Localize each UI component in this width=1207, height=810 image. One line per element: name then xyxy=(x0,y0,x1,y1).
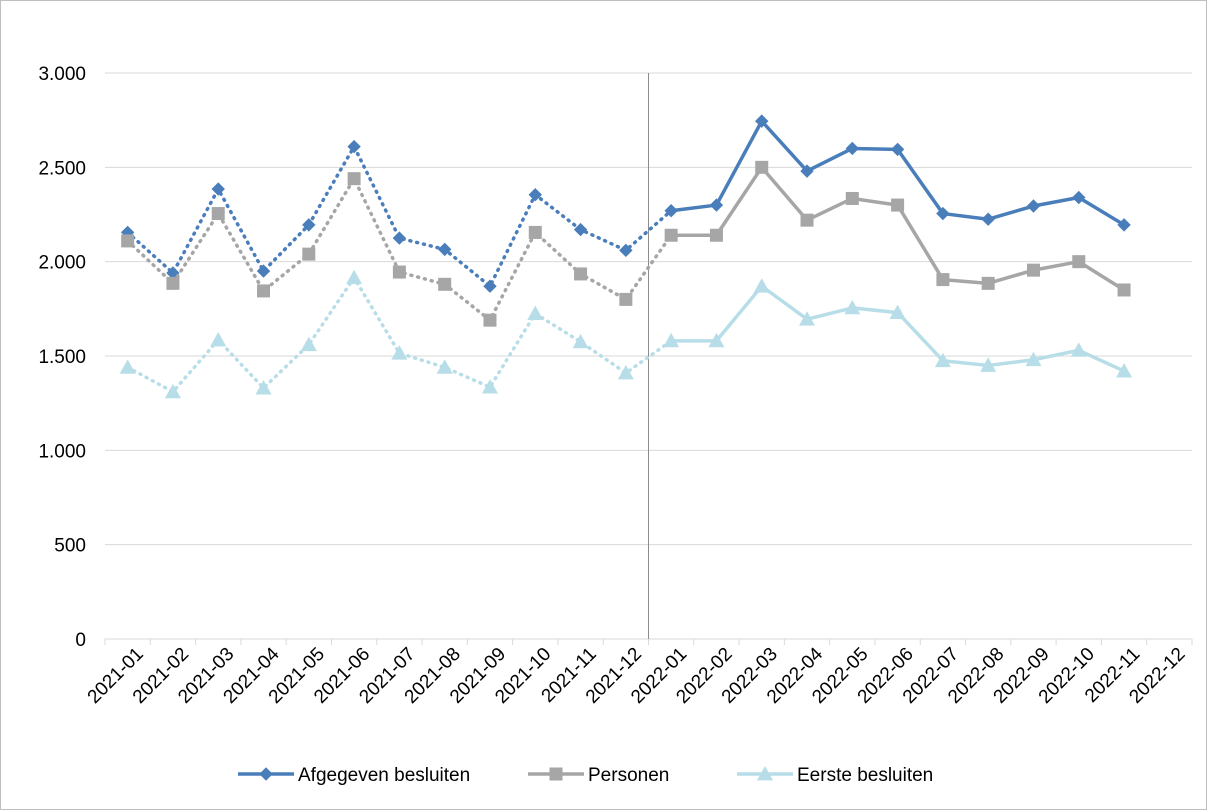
data-point xyxy=(347,172,361,186)
data-point xyxy=(483,313,497,327)
data-point xyxy=(256,264,271,278)
data-point xyxy=(663,332,680,348)
data-point xyxy=(437,242,452,257)
legend-marker xyxy=(259,767,273,781)
data-point xyxy=(255,380,272,395)
data-point xyxy=(889,304,906,320)
data-point xyxy=(709,198,724,212)
series-eerste-besluiten xyxy=(119,269,1133,399)
data-point xyxy=(164,383,181,399)
legend-item-afgegeven-besluiten: Afgegeven besluiten xyxy=(238,765,470,786)
data-point xyxy=(1117,283,1131,297)
data-point xyxy=(1072,190,1086,205)
y-tick-label: 2.500 xyxy=(38,158,86,179)
y-tick-label: 500 xyxy=(54,536,86,557)
data-point xyxy=(664,204,678,218)
data-point xyxy=(799,311,816,326)
series-line-dotted xyxy=(125,176,673,322)
data-point xyxy=(619,243,633,258)
data-point xyxy=(302,247,316,261)
y-tick-label: 2.000 xyxy=(38,253,86,274)
data-point xyxy=(211,182,225,196)
legend-label: Eerste besluiten xyxy=(797,765,933,786)
legend-marker xyxy=(549,767,563,781)
data-point xyxy=(619,292,633,306)
data-point xyxy=(438,277,452,291)
data-point xyxy=(936,206,950,221)
data-point xyxy=(890,142,905,157)
y-tick-label: 1.000 xyxy=(38,441,86,462)
legend: Afgegeven besluiten Personen Eerste beslui… xyxy=(238,765,933,786)
data-point xyxy=(1025,351,1042,367)
legend-label: Afgegeven besluiten xyxy=(298,765,470,786)
data-point xyxy=(436,359,453,374)
data-point xyxy=(300,336,317,352)
data-point xyxy=(981,212,995,226)
data-point xyxy=(936,273,950,287)
legend-marker xyxy=(757,766,773,781)
axis-layer: 05001.0001.5002.0002.5003.0002021-012021… xyxy=(38,64,1193,708)
data-point xyxy=(891,198,905,212)
data-point xyxy=(1026,199,1041,213)
data-point xyxy=(257,284,271,298)
data-point xyxy=(528,187,542,202)
legend-item-personen: Personen xyxy=(528,765,669,786)
data-point xyxy=(574,267,588,281)
data-point xyxy=(844,299,861,315)
data-point xyxy=(981,276,995,290)
series-layer xyxy=(119,114,1133,399)
data-point xyxy=(664,228,678,242)
y-tick-label: 1.500 xyxy=(38,347,86,368)
series-personen xyxy=(121,160,1131,327)
data-point xyxy=(1070,342,1087,357)
series-line xyxy=(671,165,1125,292)
data-point xyxy=(1026,263,1040,277)
data-point xyxy=(573,222,588,237)
data-point xyxy=(347,139,361,154)
data-point xyxy=(617,364,634,380)
series-line xyxy=(671,284,1125,373)
data-point xyxy=(121,234,135,248)
data-point xyxy=(527,305,544,320)
data-point xyxy=(211,207,225,221)
data-point xyxy=(800,213,814,227)
data-point xyxy=(845,191,859,205)
data-point xyxy=(392,265,406,279)
data-point xyxy=(119,359,136,374)
data-point xyxy=(845,141,860,156)
series-line-dotted xyxy=(125,275,673,394)
y-tick-label: 0 xyxy=(75,630,86,651)
data-point xyxy=(980,357,997,372)
data-point xyxy=(753,278,770,293)
data-point xyxy=(210,331,227,347)
y-tick-label: 3.000 xyxy=(38,64,86,85)
legend-label: Personen xyxy=(588,765,669,786)
data-point xyxy=(755,114,769,128)
series-afgegeven-besluiten xyxy=(120,114,1131,293)
data-point xyxy=(1117,218,1131,232)
data-point xyxy=(708,332,725,348)
legend-item-eerste-besluiten: Eerste besluiten xyxy=(737,765,933,786)
data-point xyxy=(1072,255,1086,269)
data-point xyxy=(800,164,814,178)
data-point xyxy=(166,276,180,290)
data-point xyxy=(392,231,407,245)
data-point xyxy=(302,218,316,232)
data-point xyxy=(346,269,363,285)
data-point xyxy=(934,352,951,368)
data-point xyxy=(528,225,542,239)
data-point xyxy=(709,228,723,242)
data-point xyxy=(572,333,589,349)
data-point xyxy=(391,345,408,360)
data-point xyxy=(481,379,498,394)
data-point xyxy=(1116,363,1133,378)
data-point xyxy=(483,279,497,293)
data-point xyxy=(755,160,769,174)
